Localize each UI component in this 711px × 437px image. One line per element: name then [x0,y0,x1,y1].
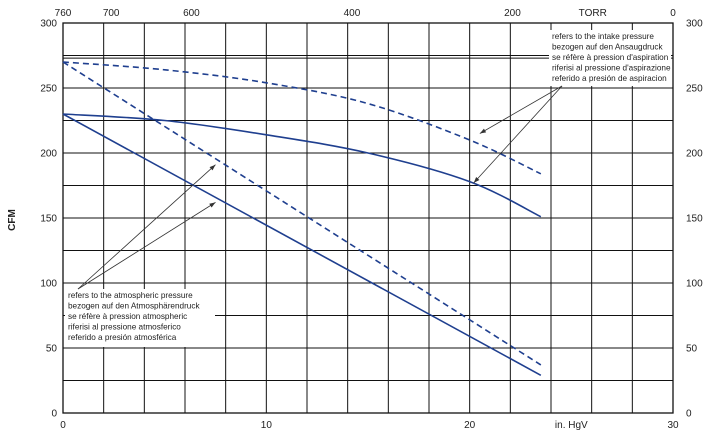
x-tick-label-bottom: 0 [60,420,66,431]
y-tick-label-left: 250 [40,84,57,95]
y-tick-label-right: 100 [686,279,703,290]
annotation-box-atmospheric [65,289,215,347]
y-tick-label-right: 250 [686,84,703,95]
x-tick-label-top: 200 [504,8,521,19]
x-axis-unit-bottom: in. HgV [555,420,588,431]
x-tick-label-top: 700 [103,8,120,19]
y-tick-label-left: 50 [46,344,58,355]
annotation-text-atmospheric: riferisi al pressione atmosferico [68,323,181,332]
annotation-arrow-intake-1 [479,85,563,134]
annotation-arrow-intake-2-head [473,176,480,183]
y-tick-label-left: 200 [40,149,57,160]
annotation-box-intake [549,30,671,86]
y-tick-label-left: 100 [40,279,57,290]
annotation-arrow-atmospheric-2 [77,202,216,290]
series-line-1 [62,113,542,218]
y-tick-label-left: 300 [40,19,57,30]
series-line-3 [62,113,542,377]
annotation-text-intake: bezogen auf den Ansaugdruck [552,43,664,52]
annotation-text-intake: refers to the intake pressure [552,32,654,41]
x-tick-label-top: 0 [670,8,676,19]
y-tick-label-right: 50 [686,344,698,355]
annotation-arrow-intake-1-head [479,128,487,134]
series-group [62,61,542,377]
x-axis-unit-top: TORR [579,8,607,19]
x-tick-label-bottom: 20 [464,420,476,431]
x-tick-label-top: 600 [183,8,200,19]
y-tick-label-left: 150 [40,214,57,225]
y-tick-label-right: 0 [686,409,692,420]
annotation-text-intake: riferisi al pressione d'aspirazione [552,64,671,73]
annotation-text-atmospheric: refers to the atmospheric pressure [68,291,193,300]
annotation-text-intake: se réfère à pression d'aspiration [552,53,669,62]
annotation-arrow-atmospheric-1-head [209,164,216,171]
y-tick-label-right: 200 [686,149,703,160]
annotation-text-intake: referido a presión de aspiracion [552,74,667,83]
annotation-text-atmospheric: referido a presión atmosférica [68,333,177,342]
y-tick-label-left: 0 [51,409,57,420]
y-tick-label-right: 300 [686,19,703,30]
y-axis-title: CFM [7,209,18,231]
annotation-text-atmospheric: se réfère à pression atmospheric [68,312,187,321]
annotation-text-atmospheric: bezogen auf den Atmosphärendruck [68,302,200,311]
series-line-4 [62,61,542,366]
y-tick-label-right: 150 [686,214,703,225]
x-tick-label-bottom: 30 [667,420,679,431]
x-tick-label-top: 760 [55,8,72,19]
annotation-arrow-atmospheric-1 [77,164,216,290]
x-tick-label-bottom: 10 [261,420,273,431]
annotation-arrow-intake-2 [473,85,563,184]
annotation-arrow-atmospheric-2-head [209,202,216,208]
x-tick-label-top: 400 [344,8,361,19]
annotations: refers to the intake pressure bezogen auf… [65,30,671,347]
